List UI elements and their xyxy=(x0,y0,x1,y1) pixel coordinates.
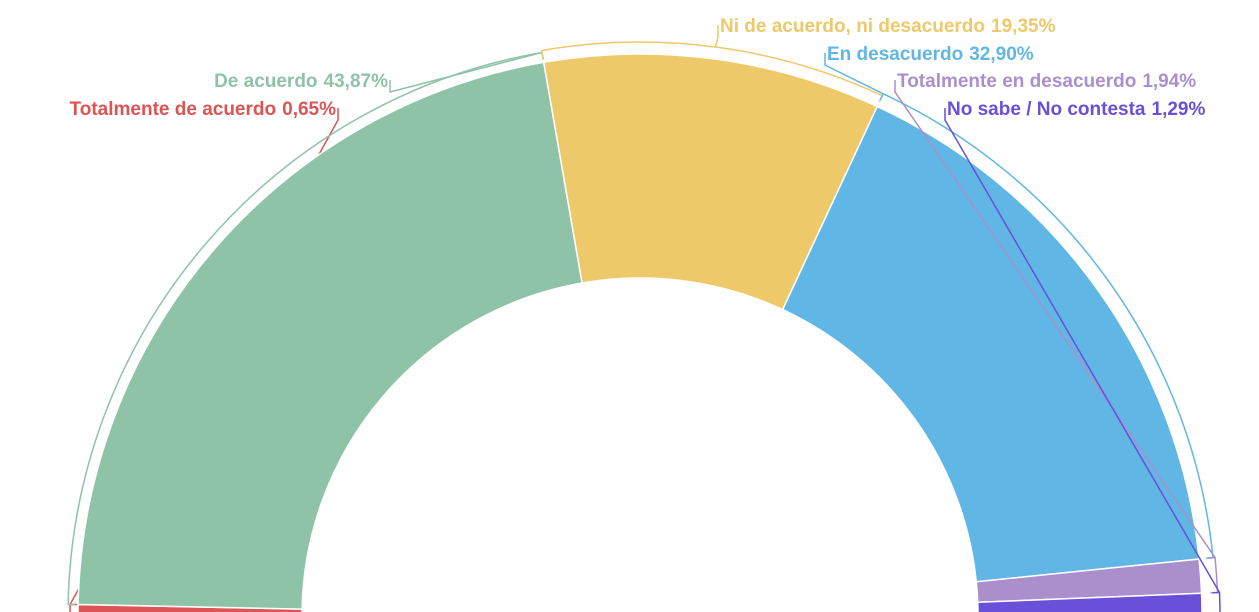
slice-label: Totalmente de acuerdo 0,65% xyxy=(70,99,337,120)
value-label: 43,87% xyxy=(324,71,389,92)
slice xyxy=(781,105,1200,583)
value-label: 1,94% xyxy=(1142,71,1196,92)
leader-line xyxy=(389,51,543,93)
bracket xyxy=(540,41,884,103)
slice xyxy=(976,592,1203,612)
leader-line xyxy=(714,25,719,48)
slice-label: Totalmente en desacuerdo 1,94% xyxy=(897,71,1196,92)
bracket xyxy=(69,603,78,612)
category-name: En desacuerdo xyxy=(827,44,963,65)
leader-line xyxy=(944,108,1221,593)
leader-line xyxy=(824,53,884,95)
category-name: De acuerdo xyxy=(214,71,317,92)
bracket xyxy=(879,92,1214,560)
value-label: 0,65% xyxy=(282,99,336,120)
category-name: Ni de acuerdo, ni desacuerdo xyxy=(720,16,985,37)
bracket xyxy=(67,51,544,606)
value-label: 32,90% xyxy=(969,44,1034,65)
slice-label: Ni de acuerdo, ni desacuerdo 19,35% xyxy=(720,16,1056,37)
slice-label: No sabe / No contesta 1,29% xyxy=(947,99,1205,120)
category-name: Totalmente en desacuerdo xyxy=(897,71,1136,92)
category-name: Totalmente de acuerdo xyxy=(70,99,277,120)
value-label: 1,29% xyxy=(1152,99,1206,120)
bracket xyxy=(1212,591,1221,612)
slice-label: En desacuerdo 32,90% xyxy=(827,44,1034,65)
slice-label: De acuerdo 43,87% xyxy=(214,71,388,92)
category-name: No sabe / No contesta xyxy=(947,99,1146,120)
value-label: 19,35% xyxy=(991,16,1056,37)
slice xyxy=(77,61,583,610)
